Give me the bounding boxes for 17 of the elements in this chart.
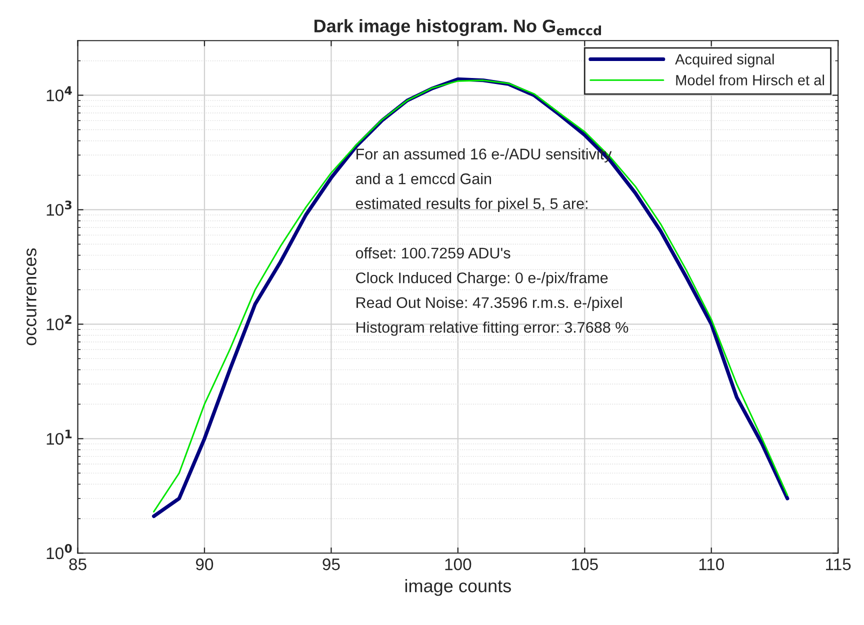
x-tick-label: 90: [196, 558, 214, 570]
x-axis-title: image counts: [405, 579, 511, 596]
y-tick-label: 10$^{2}$: [46, 315, 72, 330]
y-tick-label: 10$^{3}$: [46, 200, 72, 216]
legend-label: Model from Hirsch et al: [676, 74, 824, 86]
y-axis-title: occurrences: [26, 248, 36, 346]
x-tick-label: 95: [322, 558, 340, 570]
x-tick-label: 100: [445, 558, 472, 570]
x-tick-label: 105: [572, 558, 598, 570]
legend-label: Acquired signal: [675, 54, 774, 68]
x-tick-label: 115: [826, 558, 851, 570]
y-tick-label: 10$^{0}$: [46, 544, 72, 560]
x-tick-label: 85: [69, 558, 86, 570]
y-tick-label: 10$^{4}$: [46, 86, 72, 102]
x-tick-label: 110: [699, 558, 724, 570]
y-tick-label: 10$^{1}$: [46, 430, 72, 445]
chart-title: Dark image histogram. No G$_{emccd}$: [314, 19, 601, 36]
